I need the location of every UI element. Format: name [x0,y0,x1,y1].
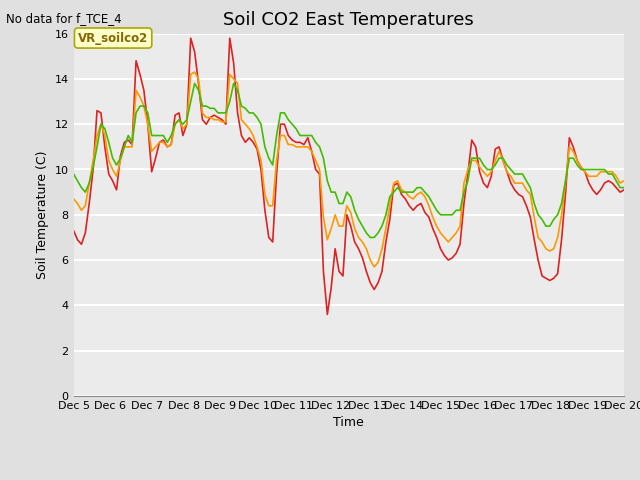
-8cm [367,235,374,240]
-4cm [566,144,573,150]
Text: No data for f_TCE_4: No data for f_TCE_4 [6,12,122,25]
-8cm [425,194,433,200]
-2cm [187,35,195,41]
Line: -2cm: -2cm [74,38,624,314]
-4cm [436,230,444,236]
-8cm [436,212,444,217]
-4cm [371,264,378,270]
-8cm [620,185,628,191]
-2cm [367,280,374,286]
-4cm [362,246,370,252]
-4cm [70,196,77,202]
-4cm [425,203,433,209]
Line: -8cm: -8cm [74,84,624,238]
-2cm [241,139,249,145]
-2cm [436,246,444,252]
-2cm [566,135,573,141]
Title: Soil CO2 East Temperatures: Soil CO2 East Temperatures [223,11,474,29]
-4cm [620,178,628,184]
-8cm [566,156,573,161]
Legend: -2cm, -4cm, -8cm: -2cm, -4cm, -8cm [208,475,490,480]
-4cm [241,121,249,127]
-8cm [70,171,77,177]
-4cm [339,223,347,229]
-8cm [362,230,370,236]
-2cm [323,312,331,317]
Line: -4cm: -4cm [74,72,624,267]
-2cm [343,212,351,217]
X-axis label: Time: Time [333,417,364,430]
-8cm [191,81,198,86]
-8cm [241,106,249,111]
-2cm [70,228,77,234]
-2cm [425,214,433,220]
Y-axis label: Soil Temperature (C): Soil Temperature (C) [36,151,49,279]
-8cm [339,201,347,206]
Text: VR_soilco2: VR_soilco2 [78,32,148,45]
-4cm [191,69,198,75]
-2cm [620,187,628,193]
